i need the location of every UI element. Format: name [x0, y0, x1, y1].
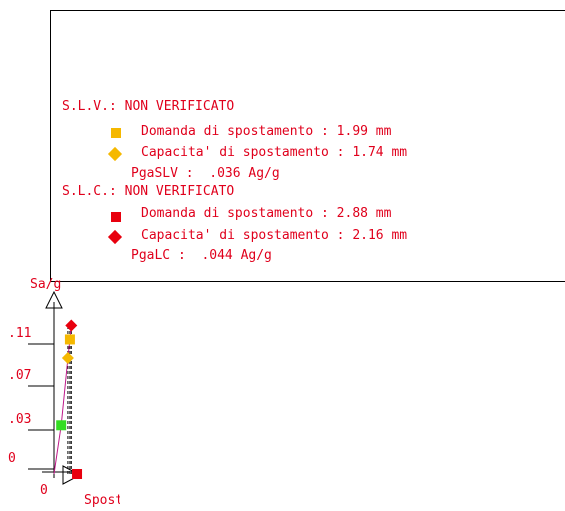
slv-capacity-text: Capacita' di spostamento : 1.74 mm: [141, 145, 408, 160]
slv-pga-text: PgaSLV : .036 Ag/g: [131, 166, 280, 181]
capacity-chart: Sa/g Spost (mm) .11 .07 .03 0 0: [8, 277, 120, 508]
y-tick-label: .07: [8, 368, 31, 383]
square-point: [72, 469, 83, 479]
slc-demand-text: Domanda di spostamento : 2.88 mm: [141, 206, 392, 221]
x-tick-label: 0: [40, 483, 48, 498]
diamond-point: [65, 319, 78, 332]
slv-demand-text: Domanda di spostamento : 1.99 mm: [141, 124, 392, 139]
y-tick-label: 0: [8, 451, 16, 466]
square-point: [56, 420, 67, 431]
diamond-point: [61, 352, 74, 364]
slc-header: S.L.C.: NON VERIFICATO: [62, 184, 235, 199]
x-axis-label: Spost (mm): [84, 493, 120, 508]
slc-demand-square-marker: [111, 212, 121, 222]
slv-header: S.L.V.: NON VERIFICATO: [62, 99, 235, 114]
y-axis-arrow-icon: [45, 290, 63, 309]
square-point: [64, 334, 75, 345]
results-panel: [50, 10, 565, 282]
slv-demand-square-marker: [111, 128, 121, 138]
x-axis-arrow-icon: [62, 465, 82, 485]
y-tick-label: .03: [8, 412, 31, 427]
slc-capacity-text: Capacita' di spostamento : 2.16 mm: [141, 228, 408, 243]
slc-pga-text: PgaLC : .044 Ag/g: [131, 248, 272, 263]
y-axis-label: Sa/g: [30, 277, 61, 292]
capacity-curve: [53, 325, 72, 475]
y-tick-label: .11: [8, 326, 31, 341]
